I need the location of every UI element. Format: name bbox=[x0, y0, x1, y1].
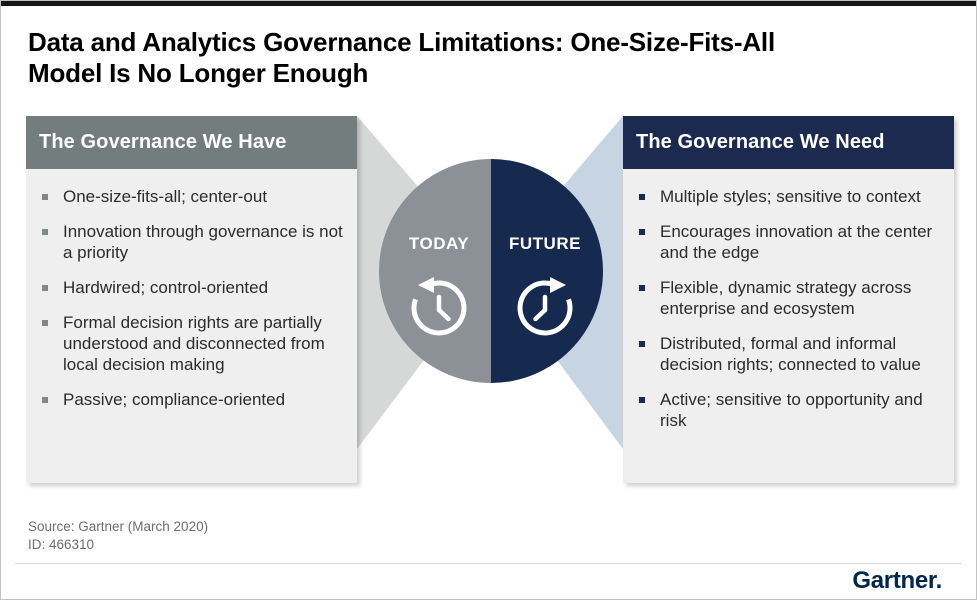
bullet-text: Active; sensitive to opportunity and ris… bbox=[660, 390, 923, 430]
top-black-bar bbox=[1, 1, 976, 6]
bullet-square-icon bbox=[639, 194, 645, 200]
governance-we-have-list: One-size-fits-all; center-out Innovation… bbox=[42, 186, 347, 410]
list-item: Innovation through governance is not a p… bbox=[42, 221, 347, 263]
bullet-square-icon bbox=[639, 285, 645, 291]
counterclockwise-clock-icon bbox=[411, 277, 467, 336]
bullet-text: Encourages innovation at the center and … bbox=[660, 222, 933, 262]
governance-we-have-body: One-size-fits-all; center-out Innovation… bbox=[26, 169, 357, 483]
governance-we-have-panel: The Governance We Have One-size-fits-all… bbox=[26, 116, 357, 483]
governance-we-need-header: The Governance We Need bbox=[623, 116, 954, 169]
bullet-text: Hardwired; control-oriented bbox=[63, 278, 269, 297]
bullet-square-icon bbox=[42, 229, 48, 235]
list-item: Encourages innovation at the center and … bbox=[639, 221, 944, 263]
source-note: Source: Gartner (March 2020) ID: 466310 bbox=[28, 518, 208, 554]
list-item: One-size-fits-all; center-out bbox=[42, 186, 347, 207]
bullet-text: Passive; compliance-oriented bbox=[63, 390, 286, 409]
bullet-text: Formal decision rights are partially und… bbox=[63, 313, 325, 374]
bullet-text: One-size-fits-all; center-out bbox=[63, 187, 268, 206]
bullet-text: Innovation through governance is not a p… bbox=[63, 222, 343, 262]
bullet-square-icon bbox=[639, 397, 645, 403]
right-funnel-shape bbox=[491, 116, 623, 449]
list-item: Multiple styles; sensitive to context bbox=[639, 186, 944, 207]
list-item: Flexible, dynamic strategy across enterp… bbox=[639, 277, 944, 319]
list-item: Formal decision rights are partially und… bbox=[42, 312, 347, 375]
bullet-square-icon bbox=[639, 341, 645, 347]
list-item: Passive; compliance-oriented bbox=[42, 389, 347, 410]
page-title: Data and Analytics Governance Limitation… bbox=[28, 27, 928, 88]
future-label: FUTURE bbox=[509, 234, 581, 253]
governance-we-have-header: The Governance We Have bbox=[26, 116, 357, 169]
page-title-line2: Model Is No Longer Enough bbox=[28, 57, 369, 88]
clockwise-clock-icon bbox=[517, 277, 573, 336]
today-half-circle bbox=[379, 159, 491, 383]
today-label: TODAY bbox=[409, 234, 469, 253]
bullet-text: Distributed, formal and informal decisio… bbox=[660, 334, 921, 374]
source-line: Source: Gartner (March 2020) bbox=[28, 519, 209, 534]
bullet-text: Flexible, dynamic strategy across enterp… bbox=[660, 278, 912, 318]
bullet-square-icon bbox=[639, 229, 645, 235]
bullet-square-icon bbox=[42, 194, 48, 200]
bullet-square-icon bbox=[42, 397, 48, 403]
list-item: Hardwired; control-oriented bbox=[42, 277, 347, 298]
id-line: ID: 466310 bbox=[28, 537, 95, 552]
bullet-square-icon bbox=[42, 320, 48, 326]
future-half-circle bbox=[491, 159, 603, 383]
list-item: Distributed, formal and informal decisio… bbox=[639, 333, 944, 375]
list-item: Active; sensitive to opportunity and ris… bbox=[639, 389, 944, 431]
page-title-line1: Data and Analytics Governance Limitation… bbox=[28, 27, 775, 57]
governance-we-need-list: Multiple styles; sensitive to context En… bbox=[639, 186, 944, 431]
bullet-text: Multiple styles; sensitive to context bbox=[660, 187, 921, 206]
governance-we-need-panel: The Governance We Need Multiple styles; … bbox=[623, 116, 954, 483]
bullet-square-icon bbox=[42, 285, 48, 291]
footer-divider bbox=[15, 563, 962, 564]
left-funnel-shape bbox=[357, 116, 491, 449]
gartner-logo: Gartner. bbox=[852, 567, 942, 594]
governance-we-need-body: Multiple styles; sensitive to context En… bbox=[623, 169, 954, 483]
